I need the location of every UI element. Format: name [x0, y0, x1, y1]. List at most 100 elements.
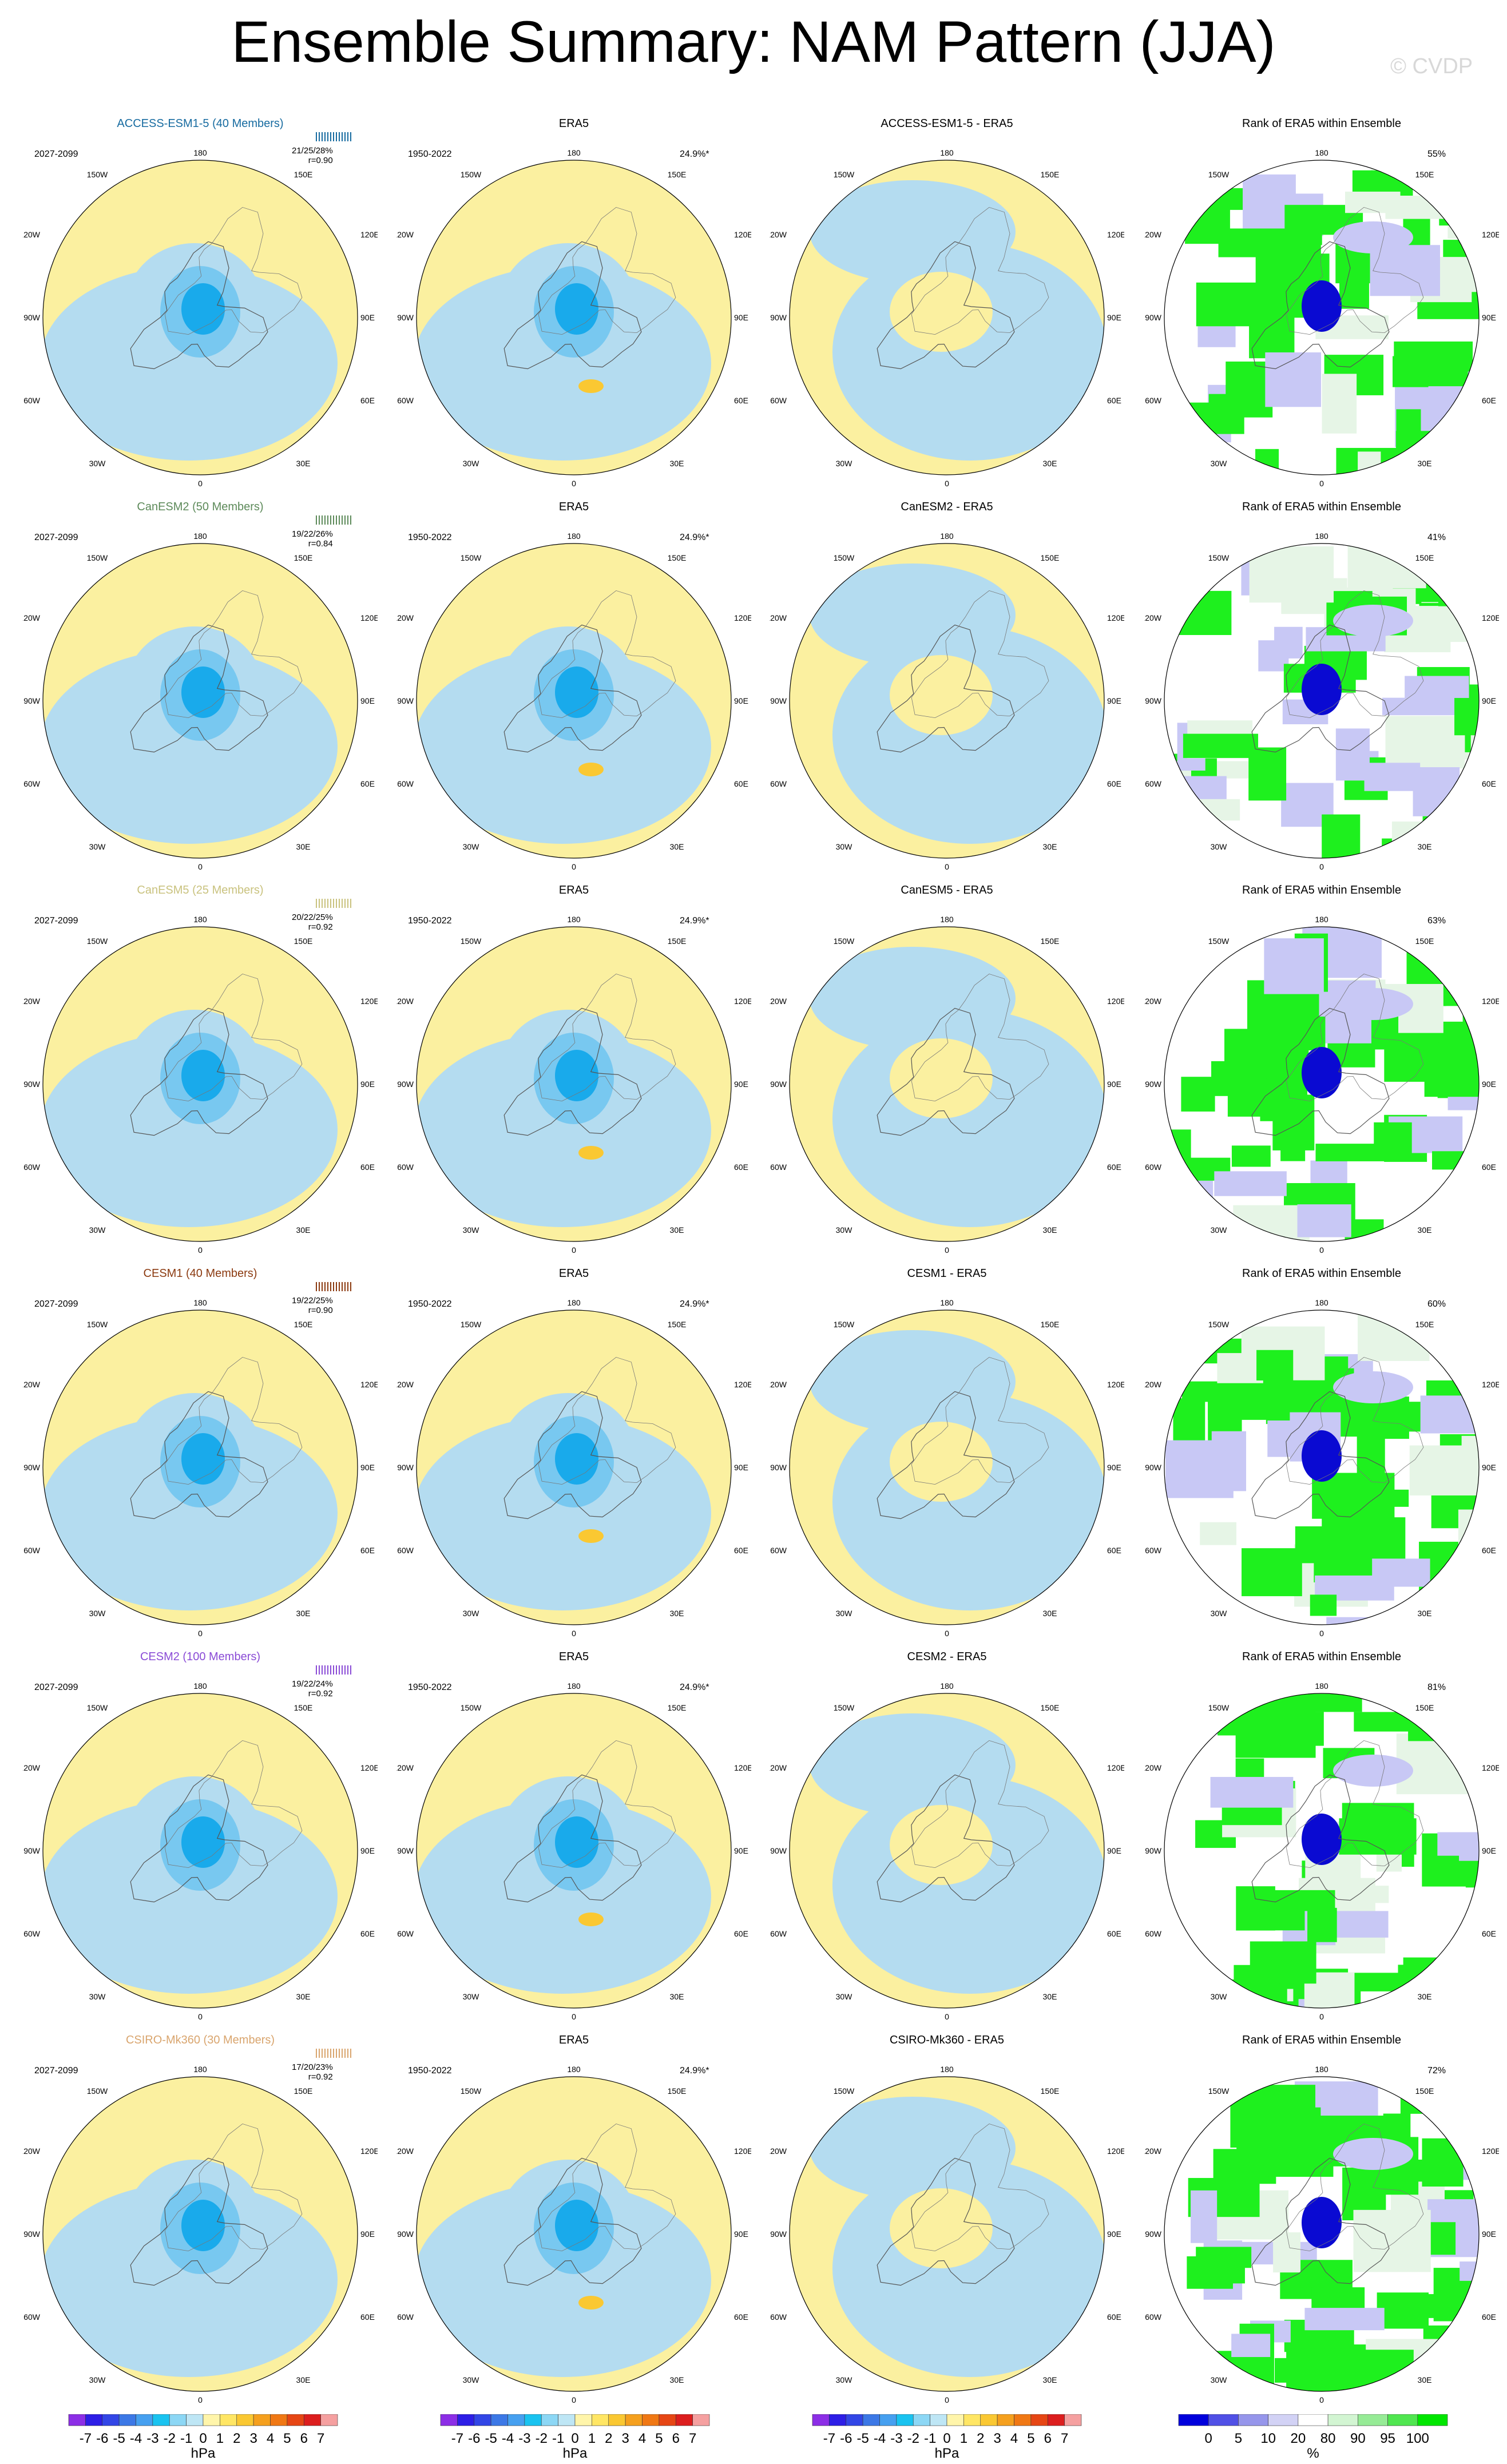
- longitude-label: 30W: [463, 1225, 480, 1235]
- longitude-label: 120W: [396, 1763, 414, 1772]
- longitude-label: 60W: [1145, 779, 1162, 788]
- polar-map: 180 150W 150E 120W 120E 90W 90E 60W 60E 30W 30E 0: [1144, 915, 1499, 1255]
- longitude-label: 120W: [770, 1380, 787, 1389]
- colorbar-label: -6: [96, 2431, 108, 2446]
- longitude-label: 150W: [834, 553, 855, 562]
- colorbar-label: 2: [605, 2431, 612, 2446]
- diff-panel: 180 150W 150E 120W 120E 90W 90E 60W 60E 30W 30E 0 CS…: [770, 2034, 1124, 2406]
- stats-block: 19/22/25% r=0.90: [292, 1296, 333, 1315]
- colorbar-label: 6: [1044, 2431, 1052, 2446]
- longitude-label: 60E: [1482, 1162, 1496, 1172]
- colorbar-label: -5: [485, 2431, 497, 2446]
- longitude-label: 150E: [668, 1703, 687, 1712]
- colorbar-swatch: [642, 2414, 660, 2426]
- polar-map: 180 150W 150E 120W 120E 90W 90E 60W 60E 30W 30E 0: [770, 531, 1124, 871]
- longitude-label: 30E: [1418, 459, 1432, 468]
- longitude-label: 60E: [1107, 2312, 1121, 2322]
- longitude-label: 90E: [1107, 1463, 1121, 1472]
- colorbar-swatch: [946, 2414, 964, 2426]
- longitude-label: 120E: [734, 997, 751, 1006]
- longitude-label: 30W: [89, 1225, 106, 1235]
- longitude-label: 30E: [296, 459, 311, 468]
- colorbar-swatch: [846, 2414, 863, 2426]
- longitude-label: 180: [940, 915, 954, 924]
- colorbar-swatch: [1358, 2414, 1388, 2426]
- colorbar-swatch: [1208, 2414, 1239, 2426]
- longitude-label: 150E: [1415, 553, 1434, 562]
- obs-panel: 180 150W 150E 120W 120E 90W 90E 60W 60E 30W 30E 0 ER…: [396, 1650, 751, 2022]
- longitude-label: 60W: [397, 779, 414, 788]
- longitude-label: 30E: [1043, 1225, 1057, 1235]
- colorbar-swatch: [270, 2414, 288, 2426]
- period-label: 2027-2099: [34, 533, 78, 542]
- colorbar-swatch: [474, 2414, 491, 2426]
- longitude-label: 30E: [1418, 842, 1432, 851]
- longitude-label: 90E: [734, 1463, 748, 1472]
- colorbar-swatch: [1387, 2414, 1418, 2426]
- longitude-label: 150W: [1208, 553, 1230, 562]
- longitude-label: 30W: [1211, 459, 1228, 468]
- colorbar-label: -7: [80, 2431, 92, 2446]
- colorbar-swatch: [1047, 2414, 1065, 2426]
- longitude-label: 60W: [23, 1929, 41, 1938]
- longitude-label: 0: [198, 2012, 203, 2021]
- colorbar-swatch: [68, 2414, 86, 2426]
- colorbar-label: 90: [1350, 2431, 1366, 2446]
- colorbar-swatch: [1238, 2414, 1268, 2426]
- colorbar-label: 4: [1010, 2431, 1018, 2446]
- longitude-label: 120E: [1482, 230, 1499, 239]
- colorbar-label: -6: [468, 2431, 480, 2446]
- longitude-label: 150E: [668, 170, 687, 179]
- longitude-label: 30W: [463, 2375, 480, 2384]
- longitude-label: 30W: [89, 1992, 106, 2001]
- longitude-label: 90W: [23, 1846, 41, 1855]
- panel-title: CESM2 - ERA5: [907, 1650, 987, 1663]
- longitude-label: 30E: [670, 2375, 684, 2384]
- longitude-label: 180: [1315, 1681, 1328, 1691]
- colorbar-label: -1: [180, 2431, 192, 2446]
- longitude-label: 150W: [1208, 170, 1230, 179]
- colorbar-label: 5: [283, 2431, 291, 2446]
- longitude-label: 90W: [397, 313, 414, 322]
- colorbar-swatch: [507, 2414, 525, 2426]
- colorbar-label: 5: [1235, 2431, 1242, 2446]
- colorbar-swatch: [862, 2414, 880, 2426]
- longitude-label: 150E: [1415, 2086, 1434, 2096]
- longitude-label: 150E: [1415, 937, 1434, 946]
- longitude-label: 90W: [397, 2229, 414, 2239]
- colorbar-label: 4: [267, 2431, 274, 2446]
- longitude-label: 120W: [1144, 1380, 1162, 1389]
- longitude-label: 90W: [770, 1463, 787, 1472]
- longitude-label: 30W: [836, 1992, 853, 2001]
- longitude-label: 30W: [836, 842, 853, 851]
- longitude-label: 30E: [1418, 2375, 1432, 2384]
- longitude-label: 90W: [397, 1080, 414, 1089]
- colorbar-label: -2: [536, 2431, 548, 2446]
- longitude-label: 90E: [1107, 2229, 1121, 2239]
- longitude-label: 0: [572, 2012, 576, 2021]
- longitude-label: 180: [940, 148, 954, 157]
- longitude-label: 0: [572, 1245, 576, 1255]
- longitude-label: 180: [940, 1681, 954, 1691]
- longitude-label: 150E: [294, 937, 313, 946]
- longitude-label: 60W: [397, 2312, 414, 2322]
- longitude-label: 120E: [360, 613, 378, 622]
- longitude-label: 180: [193, 1298, 207, 1307]
- colorbar-label: -1: [924, 2431, 936, 2446]
- colorbar-swatch: [203, 2414, 220, 2426]
- colorbar-swatches: 0 5 10 20 80 90 95 100%: [1178, 2414, 1448, 2461]
- member-strip: [316, 899, 351, 908]
- colorbar-swatch: [524, 2414, 542, 2426]
- colorbar-swatch: [980, 2414, 998, 2426]
- colorbar-label: 7: [689, 2431, 696, 2446]
- longitude-label: 150W: [834, 2086, 855, 2096]
- longitude-label: 0: [572, 1629, 576, 1638]
- colorbar-label: 7: [317, 2431, 324, 2446]
- colorbar-label: 6: [300, 2431, 308, 2446]
- variance-explained: 24.9%*: [680, 1299, 709, 1309]
- longitude-label: 60E: [1107, 1162, 1121, 1172]
- longitude-label: 30E: [1043, 842, 1057, 851]
- obs-panel: 180 150W 150E 120W 120E 90W 90E 60W 60E 30W 30E 0 ER…: [396, 501, 751, 872]
- longitude-label: 90E: [360, 313, 375, 322]
- longitude-label: 60W: [1145, 1162, 1162, 1172]
